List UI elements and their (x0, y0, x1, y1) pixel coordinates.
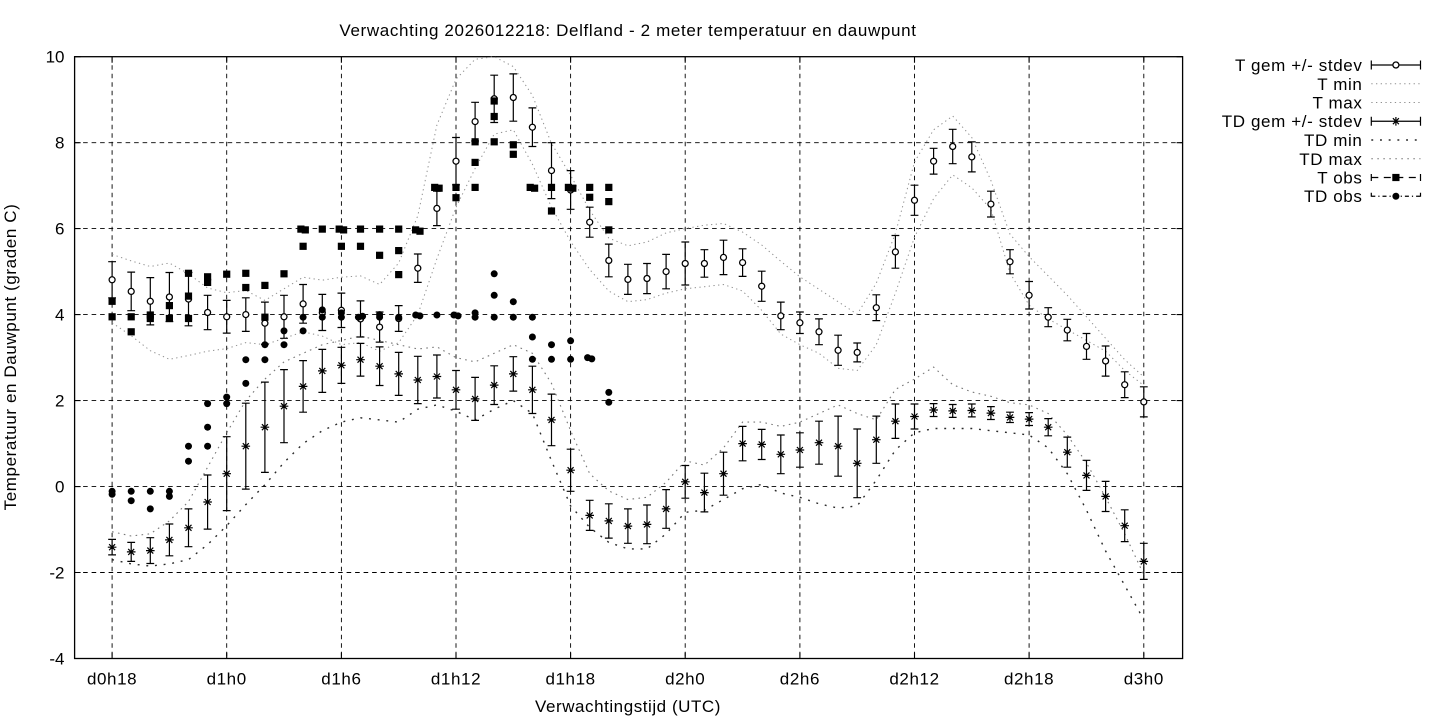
svg-text:T min: T min (1317, 75, 1362, 94)
svg-text:6: 6 (55, 220, 64, 239)
svg-text:-4: -4 (49, 650, 64, 669)
svg-text:10: 10 (46, 48, 65, 67)
svg-text:d2h0: d2h0 (665, 670, 705, 689)
svg-text:-2: -2 (49, 564, 64, 583)
svg-text:d1h0: d1h0 (207, 670, 247, 689)
svg-text:Verwachtingstijd (UTC): Verwachtingstijd (UTC) (535, 697, 721, 716)
svg-text:TD min: TD min (1304, 131, 1363, 150)
svg-text:8: 8 (55, 134, 64, 153)
svg-text:d0h18: d0h18 (87, 670, 137, 689)
svg-text:d1h12: d1h12 (431, 670, 481, 689)
svg-text:4: 4 (55, 306, 64, 325)
svg-text:Temperatuur en Dauwpunt (grade: Temperatuur en Dauwpunt (graden C) (1, 204, 20, 511)
svg-text:d1h6: d1h6 (321, 670, 361, 689)
svg-text:d2h6: d2h6 (780, 670, 820, 689)
svg-text:T gem +/- stdev: T gem +/- stdev (1235, 56, 1363, 75)
svg-text:TD obs: TD obs (1304, 187, 1363, 206)
svg-text:d2h12: d2h12 (889, 670, 939, 689)
svg-text:d1h18: d1h18 (545, 670, 595, 689)
svg-text:d2h18: d2h18 (1004, 670, 1054, 689)
svg-text:2: 2 (55, 392, 64, 411)
svg-text:0: 0 (55, 478, 64, 497)
svg-text:TD max: TD max (1299, 150, 1362, 169)
svg-text:Verwachting 2026012218: Delfla: Verwachting 2026012218: Delfland - 2 met… (339, 21, 916, 40)
svg-text:T obs: T obs (1317, 169, 1362, 188)
svg-text:T max: T max (1312, 94, 1362, 113)
svg-text:TD gem +/- stdev: TD gem +/- stdev (1222, 112, 1363, 131)
svg-text:d3h0: d3h0 (1124, 670, 1164, 689)
